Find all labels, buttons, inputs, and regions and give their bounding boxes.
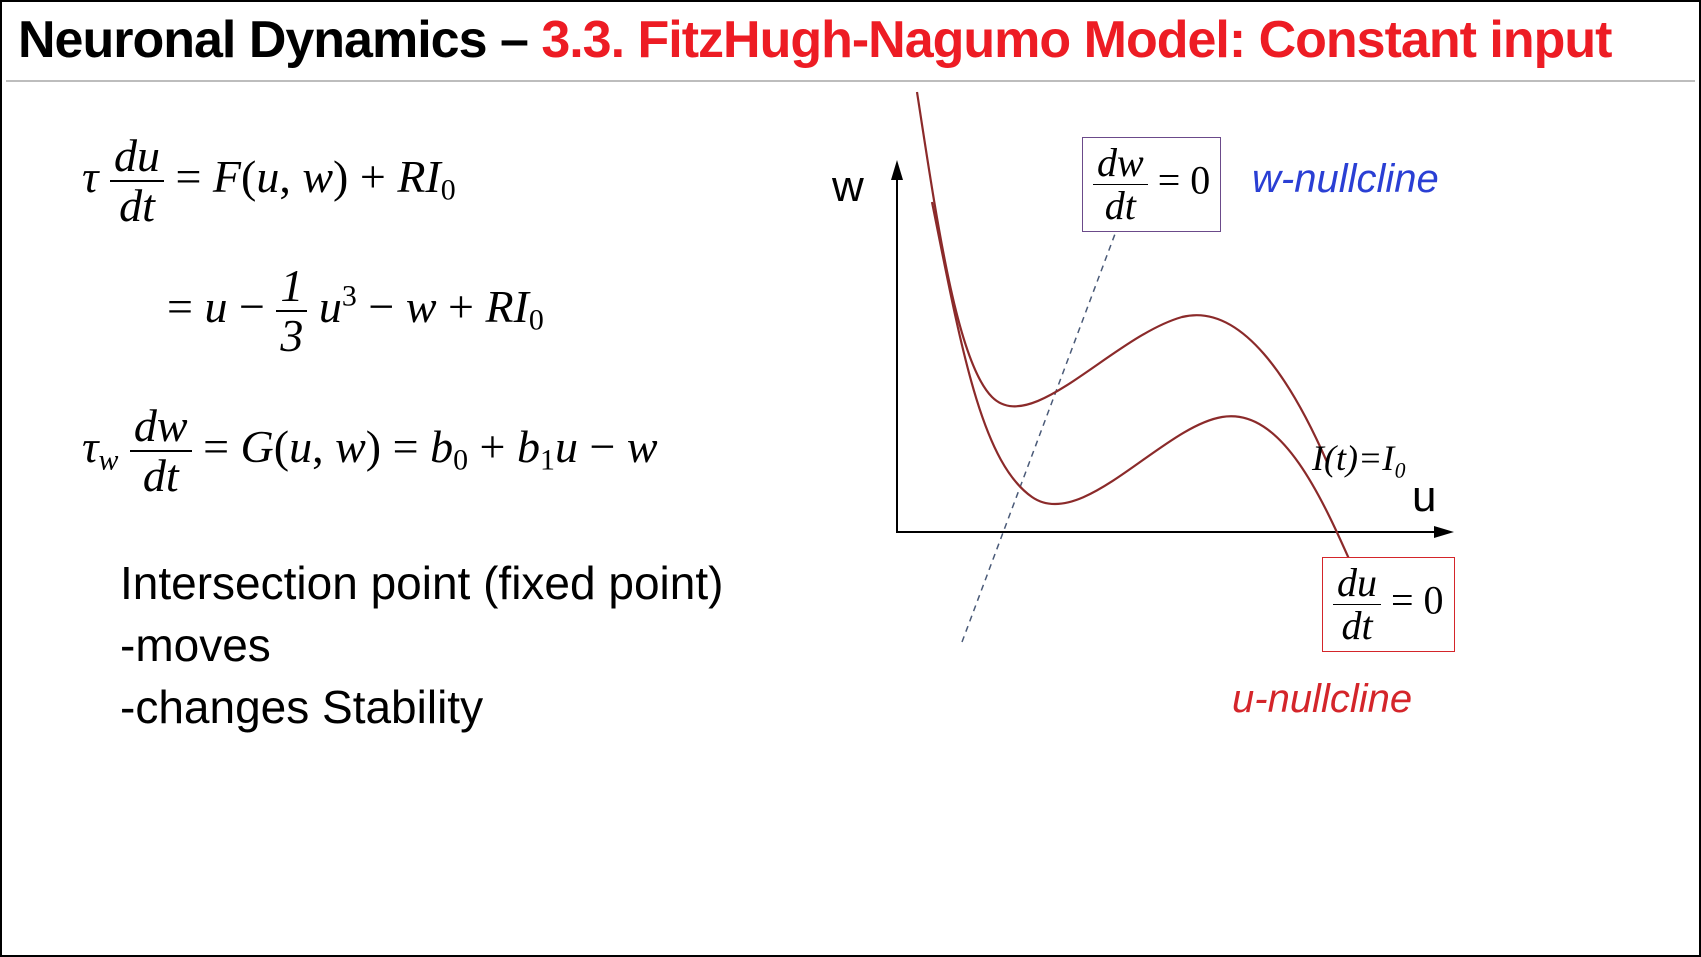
slide: Neuronal Dynamics – 3.3. FitzHugh-Nagumo… <box>0 0 1701 957</box>
w-nullcline-label: w-nullcline <box>1252 157 1439 202</box>
notes-block: Intersection point (fixed point) -moves … <box>120 552 723 738</box>
title-red: 3.3. FitzHugh-Nagumo Model: Constant inp… <box>541 11 1611 69</box>
arrow-x <box>1434 526 1454 538</box>
notes-line-1: Intersection point (fixed point) <box>120 552 723 614</box>
title-divider <box>6 80 1695 82</box>
w-nullcline-line <box>962 162 1142 642</box>
u-nullcline-label: u-nullcline <box>1232 677 1412 722</box>
notes-line-3: -changes Stability <box>120 676 723 738</box>
arrow-y <box>891 160 903 180</box>
frac-du-dt: du dt <box>110 132 164 231</box>
frac-dw-dt: dw dt <box>130 402 192 501</box>
frac-1-3: 1 3 <box>276 262 307 361</box>
input-label: I(t)=I₀ <box>1312 437 1407 479</box>
equation-3: τw dw dt = G(u, w) = b0 + b1u − w <box>82 402 658 501</box>
u-nullcline-lower <box>932 202 1357 577</box>
w-nullcline-box: dw dt = 0 <box>1082 137 1221 232</box>
equation-1: τ du dt = F(u, w) + RI0 <box>82 132 456 231</box>
slide-title: Neuronal Dynamics – 3.3. FitzHugh-Nagumo… <box>18 10 1683 70</box>
u-nullcline-box: du dt = 0 <box>1322 557 1455 652</box>
notes-line-2: -moves <box>120 614 723 676</box>
tau: τ <box>82 151 98 202</box>
axis-label-w: w <box>832 162 864 212</box>
equation-2: = u − 1 3 u3 − w + RI0 <box>167 262 544 361</box>
axis-label-u: u <box>1412 472 1436 522</box>
title-black: Neuronal Dynamics – <box>18 11 541 69</box>
phase-plane-graph: w u dw dt = 0 w-nullcline I(t)=I₀ du dt … <box>882 102 1602 742</box>
